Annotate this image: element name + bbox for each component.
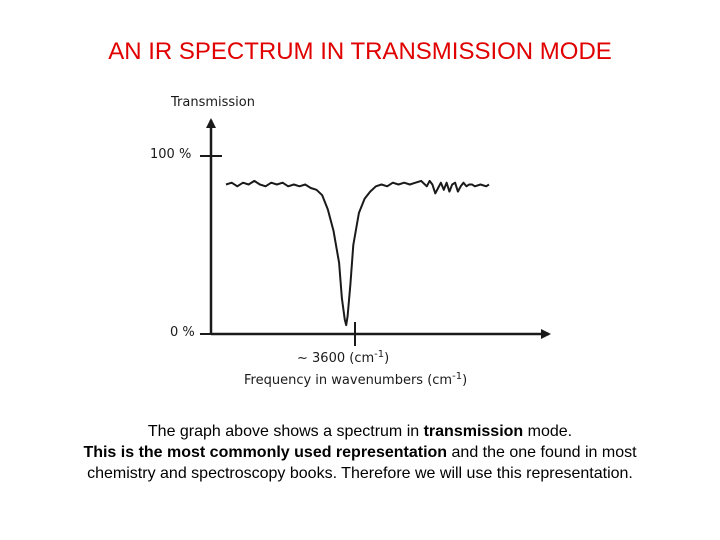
x-axis-label-sup: -1 xyxy=(452,371,462,382)
caption-line-1: The graph above shows a spectrum in tran… xyxy=(20,421,700,442)
caption-line-2-bold: This is the most commonly used represent… xyxy=(83,444,448,461)
ytick-label-100: 100 % xyxy=(150,147,191,162)
peak-annotation: ~ 3600 (cm-1) xyxy=(297,349,389,366)
caption-line-2: This is the most commonly used represent… xyxy=(20,442,700,463)
x-axis-label-text: Frequency in wavenumbers (cm xyxy=(244,373,452,388)
x-axis-label: Frequency in wavenumbers (cm-1) xyxy=(244,371,467,388)
y-axis-label: Transmission xyxy=(170,95,255,110)
caption-line-3: chemistry and spectroscopy books. Theref… xyxy=(87,465,633,482)
ir-spectrum-chart: Transmission 100 % 0 % ~ 3600 (cm-1) Fre… xyxy=(150,95,551,388)
peak-annotation-sup: -1 xyxy=(374,349,384,360)
slide-title: AN IR SPECTRUM IN TRANSMISSION MODE xyxy=(108,38,612,65)
peak-annotation-close: ) xyxy=(384,351,389,366)
caption: The graph above shows a spectrum in tran… xyxy=(20,421,700,484)
ytick-label-0: 0 % xyxy=(170,325,195,340)
caption-line-1-bold: transmission xyxy=(423,423,524,440)
caption-line-2-post: and the one found in most xyxy=(447,444,637,461)
peak-annotation-text: ~ 3600 (cm xyxy=(297,351,374,366)
caption-line-1-post: mode. xyxy=(523,423,573,440)
series-line-transmission xyxy=(225,179,490,327)
caption-line-1-pre: The graph above shows a spectrum in xyxy=(147,423,424,440)
x-axis-label-close: ) xyxy=(462,373,467,388)
